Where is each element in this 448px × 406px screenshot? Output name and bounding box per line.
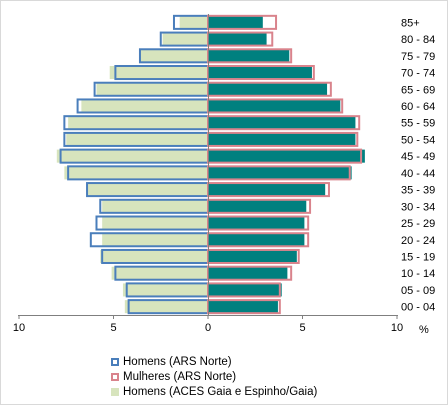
bar-mulheres-aces-gaia-e-espinho-gaia-16 (208, 32, 267, 46)
legend-label: Homens (ACES Gaia e Espinho/Gaia) (123, 385, 318, 398)
bar-homens-aces-gaia-e-espinho-gaia-12 (81, 99, 208, 113)
category-label: 35 - 39 (401, 185, 435, 197)
category-label: 10 - 14 (401, 268, 435, 280)
x-tick-label: 10 (391, 322, 403, 334)
category-label: 50 - 54 (401, 134, 435, 146)
bar-mulheres-aces-gaia-e-espinho-gaia-0 (208, 300, 278, 314)
legend-label: Mulheres (ARS Norte) (123, 370, 237, 383)
bar-mulheres-aces-gaia-e-espinho-gaia-13 (208, 82, 328, 96)
legend: Homens (ARS Norte) Mulheres (ARS Norte) Ho… (111, 354, 317, 399)
category-label: 20 - 24 (401, 235, 435, 247)
category-label: 45 - 49 (401, 151, 435, 163)
bar-homens-aces-gaia-e-espinho-gaia-15 (139, 49, 208, 63)
bar-homens-aces-gaia-e-espinho-gaia-14 (109, 66, 208, 80)
category-label: 65 - 69 (401, 84, 435, 96)
bar-homens-aces-gaia-e-espinho-gaia-16 (162, 32, 208, 46)
bar-mulheres-aces-gaia-e-espinho-gaia-7 (208, 183, 326, 197)
category-label: 00 - 04 (401, 302, 435, 314)
category-label: 25 - 29 (401, 218, 435, 230)
category-label: 70 - 74 (401, 68, 435, 80)
category-label: 30 - 34 (401, 201, 435, 213)
legend-entry: Homens (ACES Gaia e Espinho/Gaia) (111, 384, 317, 399)
category-label: 15 - 19 (401, 251, 435, 263)
x-tick-label: 10 (13, 322, 25, 334)
x-tick-label: 5 (299, 322, 305, 334)
bar-homens-aces-gaia-e-espinho-gaia-7 (87, 183, 208, 197)
bar-mulheres-aces-gaia-e-espinho-gaia-5 (208, 216, 305, 230)
bar-mulheres-aces-gaia-e-espinho-gaia-11 (208, 116, 356, 130)
bar-mulheres-aces-gaia-e-espinho-gaia-3 (208, 249, 297, 263)
bar-homens-aces-gaia-e-espinho-gaia-2 (111, 266, 208, 280)
bar-homens-aces-gaia-e-espinho-gaia-8 (64, 166, 208, 180)
bar-homens-aces-gaia-e-espinho-gaia-17 (179, 15, 208, 29)
bar-mulheres-aces-gaia-e-espinho-gaia-15 (208, 49, 290, 63)
legend-swatch (111, 372, 119, 381)
bar-homens-aces-gaia-e-espinho-gaia-11 (68, 116, 208, 130)
legend-swatch (111, 357, 119, 366)
bar-mulheres-aces-gaia-e-espinho-gaia-12 (208, 99, 341, 113)
x-unit-label: % (419, 324, 429, 336)
bar-mulheres-aces-gaia-e-espinho-gaia-14 (208, 66, 312, 80)
bar-homens-aces-gaia-e-espinho-gaia-10 (66, 132, 208, 146)
bar-homens-aces-gaia-e-espinho-gaia-5 (102, 216, 208, 230)
category-label: 40 - 44 (401, 168, 435, 180)
bar-mulheres-aces-gaia-e-espinho-gaia-2 (208, 266, 288, 280)
x-tick-label: 5 (110, 322, 116, 334)
bar-homens-aces-gaia-e-espinho-gaia-13 (96, 82, 208, 96)
x-tick-label: 0 (205, 322, 211, 334)
legend-swatch (111, 387, 119, 396)
category-label: 60 - 64 (401, 101, 435, 113)
bar-homens-aces-gaia-e-espinho-gaia-4 (102, 233, 208, 247)
category-label: 05 - 09 (401, 285, 435, 297)
bar-mulheres-aces-gaia-e-espinho-gaia-17 (208, 15, 263, 29)
legend-entry: Homens (ARS Norte) (111, 354, 317, 369)
category-label: 85+ (401, 17, 420, 29)
legend-label: Homens (ARS Norte) (123, 355, 232, 368)
bar-mulheres-aces-gaia-e-espinho-gaia-1 (208, 283, 282, 297)
bar-mulheres-aces-gaia-e-espinho-gaia-9 (208, 149, 365, 163)
category-label: 80 - 84 (401, 34, 435, 46)
bar-homens-aces-gaia-e-espinho-gaia-0 (124, 300, 208, 314)
category-label: 75 - 79 (401, 51, 435, 63)
bar-mulheres-aces-gaia-e-espinho-gaia-8 (208, 166, 352, 180)
bar-mulheres-aces-gaia-e-espinho-gaia-10 (208, 132, 356, 146)
bar-homens-aces-gaia-e-espinho-gaia-1 (122, 283, 208, 297)
category-label: 55 - 59 (401, 118, 435, 130)
bar-mulheres-aces-gaia-e-espinho-gaia-4 (208, 233, 305, 247)
bar-homens-aces-gaia-e-espinho-gaia-9 (56, 149, 208, 163)
legend-entry: Mulheres (ARS Norte) (111, 369, 317, 384)
bar-homens-aces-gaia-e-espinho-gaia-6 (102, 199, 208, 213)
bar-homens-aces-gaia-e-espinho-gaia-3 (100, 249, 208, 263)
bar-mulheres-aces-gaia-e-espinho-gaia-6 (208, 199, 307, 213)
